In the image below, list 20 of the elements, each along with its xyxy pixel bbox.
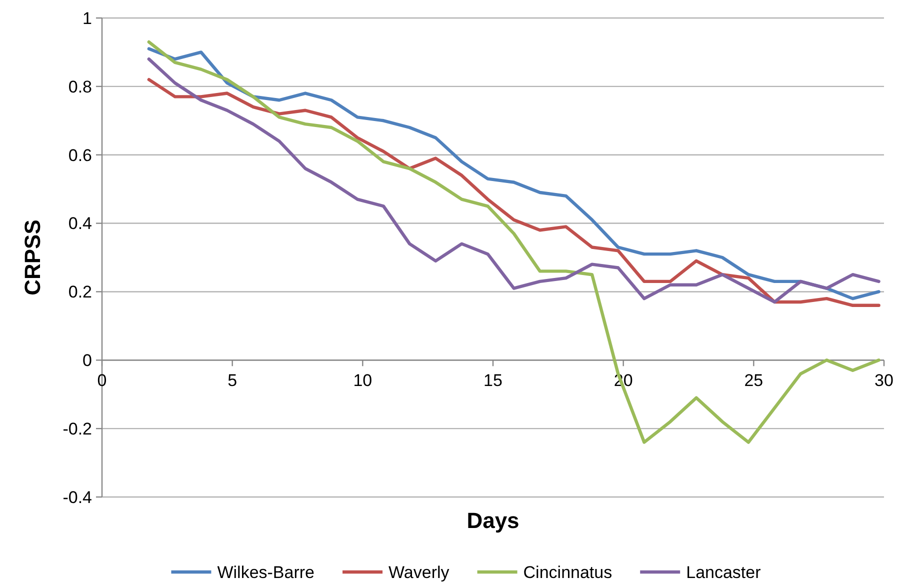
x-tick-label: 10 bbox=[353, 371, 372, 390]
y-tick-label: -0.2 bbox=[62, 420, 92, 439]
x-tick-label: 0 bbox=[97, 371, 107, 390]
y-tick-label: 1 bbox=[82, 8, 92, 28]
y-axis-title: CRPSS bbox=[20, 220, 45, 296]
legend-label: Cincinnatus bbox=[523, 562, 612, 582]
x-axis-title: Days bbox=[466, 508, 520, 533]
legend-label: Lancaster bbox=[686, 562, 762, 582]
y-tick-label: 0.8 bbox=[68, 77, 92, 96]
y-tick-label: 0.2 bbox=[68, 282, 92, 302]
x-tick-label: 15 bbox=[484, 371, 502, 390]
x-tick-label: 5 bbox=[228, 371, 238, 390]
y-tick-label: 0.4 bbox=[68, 214, 92, 234]
y-tick-label: 0.6 bbox=[68, 146, 92, 165]
legend-label: Waverly bbox=[388, 562, 450, 582]
x-tick-label: 25 bbox=[744, 371, 764, 390]
legend-label: Wilkes-Barre bbox=[217, 562, 315, 582]
y-tick-label: -0.4 bbox=[62, 488, 92, 507]
y-tick-label: 0 bbox=[82, 351, 92, 370]
x-tick-label: 30 bbox=[874, 371, 894, 390]
